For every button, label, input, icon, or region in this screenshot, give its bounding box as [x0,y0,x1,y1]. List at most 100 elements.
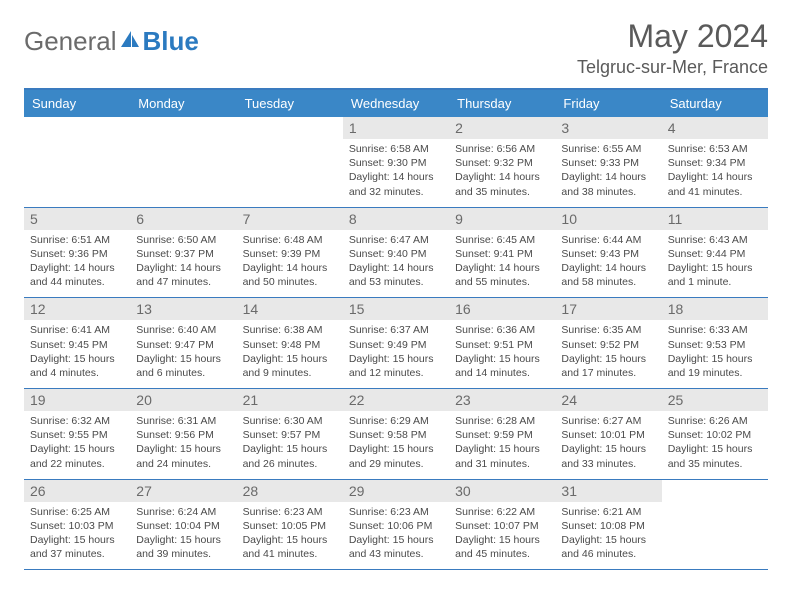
day-number: 29 [343,480,449,502]
logo-sail-icon [119,29,141,54]
day-cell: 10Sunrise: 6:44 AMSunset: 9:43 PMDayligh… [555,208,661,298]
sunset-text: Sunset: 10:08 PM [561,519,655,533]
day-header: Monday [130,90,236,117]
day-info: Sunrise: 6:56 AMSunset: 9:32 PMDaylight:… [455,142,549,199]
location-title: Telgruc-sur-Mer, France [577,57,768,78]
sunset-text: Sunset: 9:34 PM [668,156,762,170]
day-number: 9 [449,208,555,230]
logo: General Blue [24,18,199,57]
daylight-text: Daylight: 15 hours and 45 minutes. [455,533,549,561]
sunrise-text: Sunrise: 6:58 AM [349,142,443,156]
sunrise-text: Sunrise: 6:21 AM [561,505,655,519]
day-cell: 15Sunrise: 6:37 AMSunset: 9:49 PMDayligh… [343,298,449,388]
day-number [662,480,768,486]
day-cell: 21 Sunrise: 6:30 AMSunset: 9:57 PMDayligh… [237,389,343,479]
day-number: 15 [343,298,449,320]
sunset-text: Sunset: 10:03 PM [30,519,124,533]
sunset-text: Sunset: 10:07 PM [455,519,549,533]
day-number: 16 [449,298,555,320]
sunrise-text: Sunrise: 6:26 AM [668,414,762,428]
sunset-text: Sunset: 10:02 PM [668,428,762,442]
day-cell: 8Sunrise: 6:47 AMSunset: 9:40 PMDaylight… [343,208,449,298]
day-header-row: Sunday Monday Tuesday Wednesday Thursday… [24,90,768,117]
day-cell: 31 Sunrise: 6:21 AMSunset: 10:08 PMDaylig… [555,480,661,570]
sunset-text: Sunset: 9:58 PM [349,428,443,442]
sunset-text: Sunset: 9:39 PM [243,247,337,261]
sunrise-text: Sunrise: 6:28 AM [455,414,549,428]
day-number [24,117,130,123]
day-cell: 27Sunrise: 6:24 AMSunset: 10:04 PMDaylig… [130,480,236,570]
daylight-text: Daylight: 15 hours and 19 minutes. [668,352,762,380]
daylight-text: Daylight: 15 hours and 33 minutes. [561,442,655,470]
daylight-text: Daylight: 14 hours and 55 minutes. [455,261,549,289]
day-cell: 12Sunrise: 6:41 AMSunset: 9:45 PMDayligh… [24,298,130,388]
sunrise-text: Sunrise: 6:40 AM [136,323,230,337]
day-number: 21 [237,389,343,411]
sunrise-text: Sunrise: 6:41 AM [30,323,124,337]
day-info: Sunrise: 6:24 AMSunset: 10:04 PMDaylight… [136,505,230,562]
day-header: Friday [555,90,661,117]
sunrise-text: Sunrise: 6:31 AM [136,414,230,428]
title-block: May 2024 Telgruc-sur-Mer, France [577,18,768,78]
day-cell [662,480,768,570]
day-number: 30 [449,480,555,502]
sunrise-text: Sunrise: 6:53 AM [668,142,762,156]
sunset-text: Sunset: 9:52 PM [561,338,655,352]
day-number: 31 [555,480,661,502]
sunset-text: Sunset: 9:53 PM [668,338,762,352]
daylight-text: Daylight: 14 hours and 44 minutes. [30,261,124,289]
sunrise-text: Sunrise: 6:29 AM [349,414,443,428]
daylight-text: Daylight: 14 hours and 38 minutes. [561,170,655,198]
day-info: Sunrise: 6:35 AMSunset: 9:52 PMDaylight:… [561,323,655,380]
daylight-text: Daylight: 15 hours and 4 minutes. [30,352,124,380]
day-cell: 24Sunrise: 6:27 AMSunset: 10:01 PMDaylig… [555,389,661,479]
daylight-text: Daylight: 15 hours and 31 minutes. [455,442,549,470]
day-number: 12 [24,298,130,320]
daylight-text: Daylight: 14 hours and 35 minutes. [455,170,549,198]
day-cell: 30Sunrise: 6:22 AMSunset: 10:07 PMDaylig… [449,480,555,570]
day-cell: 1Sunrise: 6:58 AMSunset: 9:30 PMDaylight… [343,117,449,207]
sunset-text: Sunset: 10:04 PM [136,519,230,533]
daylight-text: Daylight: 15 hours and 17 minutes. [561,352,655,380]
day-number: 25 [662,389,768,411]
sunrise-text: Sunrise: 6:32 AM [30,414,124,428]
day-cell: 5Sunrise: 6:51 AMSunset: 9:36 PMDaylight… [24,208,130,298]
day-info: Sunrise: 6:36 AMSunset: 9:51 PMDaylight:… [455,323,549,380]
sunrise-text: Sunrise: 6:33 AM [668,323,762,337]
day-info: Sunrise: 6:45 AMSunset: 9:41 PMDaylight:… [455,233,549,290]
day-header: Tuesday [237,90,343,117]
day-info: Sunrise: 6:51 AMSunset: 9:36 PMDaylight:… [30,233,124,290]
sunrise-text: Sunrise: 6:47 AM [349,233,443,247]
day-number [237,117,343,123]
daylight-text: Daylight: 14 hours and 50 minutes. [243,261,337,289]
day-info: Sunrise: 6:48 AMSunset: 9:39 PMDaylight:… [243,233,337,290]
day-number: 23 [449,389,555,411]
daylight-text: Daylight: 15 hours and 41 minutes. [243,533,337,561]
sunset-text: Sunset: 10:05 PM [243,519,337,533]
daylight-text: Daylight: 15 hours and 29 minutes. [349,442,443,470]
day-cell: 29 Sunrise: 6:23 AMSunset: 10:06 PMDaylig… [343,480,449,570]
day-info: Sunrise: 6:43 AMSunset: 9:44 PMDaylight:… [668,233,762,290]
day-cell: 14Sunrise: 6:38 AMSunset: 9:48 PMDayligh… [237,298,343,388]
day-info: Sunrise: 6:33 AMSunset: 9:53 PMDaylight:… [668,323,762,380]
day-info: Sunrise: 6:53 AMSunset: 9:34 PMDaylight:… [668,142,762,199]
sunset-text: Sunset: 9:51 PM [455,338,549,352]
day-info: Sunrise: 6:30 AMSunset: 9:57 PMDaylight:… [243,414,337,471]
daylight-text: Daylight: 14 hours and 58 minutes. [561,261,655,289]
day-cell: 20Sunrise: 6:31 AMSunset: 9:56 PMDayligh… [130,389,236,479]
day-number: 24 [555,389,661,411]
sunrise-text: Sunrise: 6:25 AM [30,505,124,519]
day-number: 8 [343,208,449,230]
daylight-text: Daylight: 15 hours and 46 minutes. [561,533,655,561]
day-number [130,117,236,123]
day-info: Sunrise: 6:28 AMSunset: 9:59 PMDaylight:… [455,414,549,471]
day-info: Sunrise: 6:26 AMSunset: 10:02 PMDaylight… [668,414,762,471]
day-info: Sunrise: 6:44 AMSunset: 9:43 PMDaylight:… [561,233,655,290]
day-cell: 19Sunrise: 6:32 AMSunset: 9:55 PMDayligh… [24,389,130,479]
day-info: Sunrise: 6:23 AMSunset: 10:06 PMDaylight… [349,505,443,562]
daylight-text: Daylight: 14 hours and 41 minutes. [668,170,762,198]
day-header: Wednesday [343,90,449,117]
sunset-text: Sunset: 9:56 PM [136,428,230,442]
day-number: 4 [662,117,768,139]
day-info: Sunrise: 6:40 AMSunset: 9:47 PMDaylight:… [136,323,230,380]
